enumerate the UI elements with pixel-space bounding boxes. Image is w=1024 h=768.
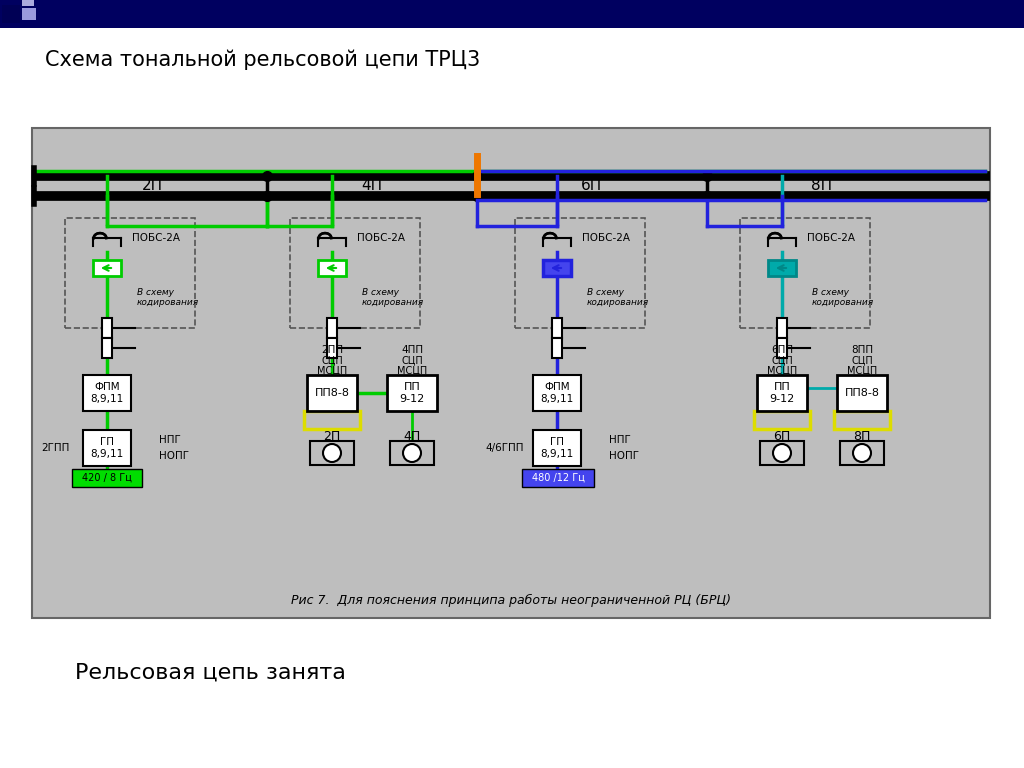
Text: Рельсовая цепь занята: Рельсовая цепь занята — [75, 663, 346, 683]
Text: В схему
кодирования: В схему кодирования — [812, 288, 874, 307]
Text: МСЦП: МСЦП — [397, 365, 427, 375]
Circle shape — [403, 444, 421, 462]
Text: 480 /12 Гц: 480 /12 Гц — [531, 473, 585, 483]
Bar — [390, 441, 434, 465]
Text: 2ПП: 2ПП — [321, 345, 343, 355]
Text: В схему
кодирования: В схему кодирования — [587, 288, 649, 307]
Bar — [768, 260, 796, 276]
Bar — [777, 318, 787, 338]
Bar — [552, 318, 562, 338]
Bar — [543, 260, 571, 276]
Text: МСЦП: МСЦП — [767, 365, 797, 375]
Bar — [310, 441, 354, 465]
Text: 4П: 4П — [403, 429, 421, 442]
Text: СЦП: СЦП — [322, 355, 343, 365]
Bar — [102, 318, 112, 338]
Bar — [93, 260, 121, 276]
Text: ГП
8,9,11: ГП 8,9,11 — [541, 437, 573, 458]
Text: 8П: 8П — [811, 178, 833, 194]
Text: 8П: 8П — [853, 429, 870, 442]
Text: В схему
кодирования: В схему кодирования — [362, 288, 424, 307]
Bar — [83, 430, 131, 466]
Text: СЦП: СЦП — [851, 355, 872, 365]
Text: ПОБС-2А: ПОБС-2А — [807, 233, 855, 243]
Bar — [522, 469, 594, 487]
Bar — [102, 338, 112, 358]
Text: ПП8-8: ПП8-8 — [314, 388, 349, 398]
Bar — [837, 375, 887, 411]
Text: 6П: 6П — [582, 178, 603, 194]
Bar — [534, 375, 581, 411]
Text: ПОБС-2А: ПОБС-2А — [582, 233, 630, 243]
Text: 4/6ГПП: 4/6ГПП — [485, 443, 524, 453]
Bar — [387, 375, 437, 411]
Text: 2П: 2П — [324, 429, 341, 442]
Text: ПП
9-12: ПП 9-12 — [769, 382, 795, 404]
Text: ПОБС-2А: ПОБС-2А — [132, 233, 180, 243]
Bar — [740, 218, 870, 328]
Text: СЦП: СЦП — [401, 355, 423, 365]
Bar — [304, 411, 360, 429]
Bar — [834, 411, 890, 429]
Text: НОПГ: НОПГ — [609, 451, 639, 461]
Text: СЦП: СЦП — [771, 355, 793, 365]
Bar — [777, 338, 787, 358]
Text: 6П: 6П — [773, 429, 791, 442]
Text: Рис 7.  Для пояснения принципа работы неограниченной РЦ (БРЦ): Рис 7. Для пояснения принципа работы нео… — [291, 594, 731, 607]
Bar — [500, 0, 1024, 28]
Text: 2ГПП: 2ГПП — [41, 443, 70, 453]
Bar — [840, 441, 884, 465]
Text: ФПМ
8,9,11: ФПМ 8,9,11 — [541, 382, 573, 404]
Circle shape — [853, 444, 871, 462]
Bar — [534, 430, 581, 466]
Text: 2П: 2П — [141, 178, 163, 194]
Text: ФПМ
8,9,11: ФПМ 8,9,11 — [90, 382, 124, 404]
Bar — [22, 8, 36, 20]
Bar — [754, 411, 810, 429]
Bar — [65, 218, 195, 328]
Bar — [83, 375, 131, 411]
Bar — [2, 5, 20, 23]
Bar — [22, 0, 34, 6]
Bar — [150, 0, 1024, 28]
Text: 6ПП: 6ПП — [771, 345, 793, 355]
Bar — [757, 375, 807, 411]
Circle shape — [773, 444, 791, 462]
Text: Схема тональной рельсовой цепи ТРЦ3: Схема тональной рельсовой цепи ТРЦ3 — [45, 50, 480, 71]
Bar — [32, 128, 990, 618]
Bar — [72, 469, 142, 487]
Bar — [0, 0, 1024, 28]
Text: ГП
8,9,11: ГП 8,9,11 — [90, 437, 124, 458]
Bar — [307, 375, 357, 411]
Text: МСЦП: МСЦП — [316, 365, 347, 375]
Text: 8ПП: 8ПП — [851, 345, 873, 355]
Text: 4П: 4П — [361, 178, 383, 194]
Bar — [318, 260, 346, 276]
Bar — [552, 338, 562, 358]
Bar — [327, 338, 337, 358]
Text: ПП8-8: ПП8-8 — [845, 388, 880, 398]
Bar — [515, 218, 645, 328]
Circle shape — [323, 444, 341, 462]
Bar — [290, 218, 420, 328]
Text: ПП
9-12: ПП 9-12 — [399, 382, 425, 404]
Text: НОПГ: НОПГ — [159, 451, 189, 461]
Bar — [327, 318, 337, 338]
Text: МСЦП: МСЦП — [847, 365, 878, 375]
Text: 4ПП: 4ПП — [401, 345, 423, 355]
Text: НПГ: НПГ — [159, 435, 181, 445]
Text: ПОБС-2А: ПОБС-2А — [357, 233, 406, 243]
Text: 420 / 8 Гц: 420 / 8 Гц — [82, 473, 132, 483]
Text: НПГ: НПГ — [609, 435, 631, 445]
Text: В схему
кодирования: В схему кодирования — [137, 288, 199, 307]
Bar — [760, 441, 804, 465]
